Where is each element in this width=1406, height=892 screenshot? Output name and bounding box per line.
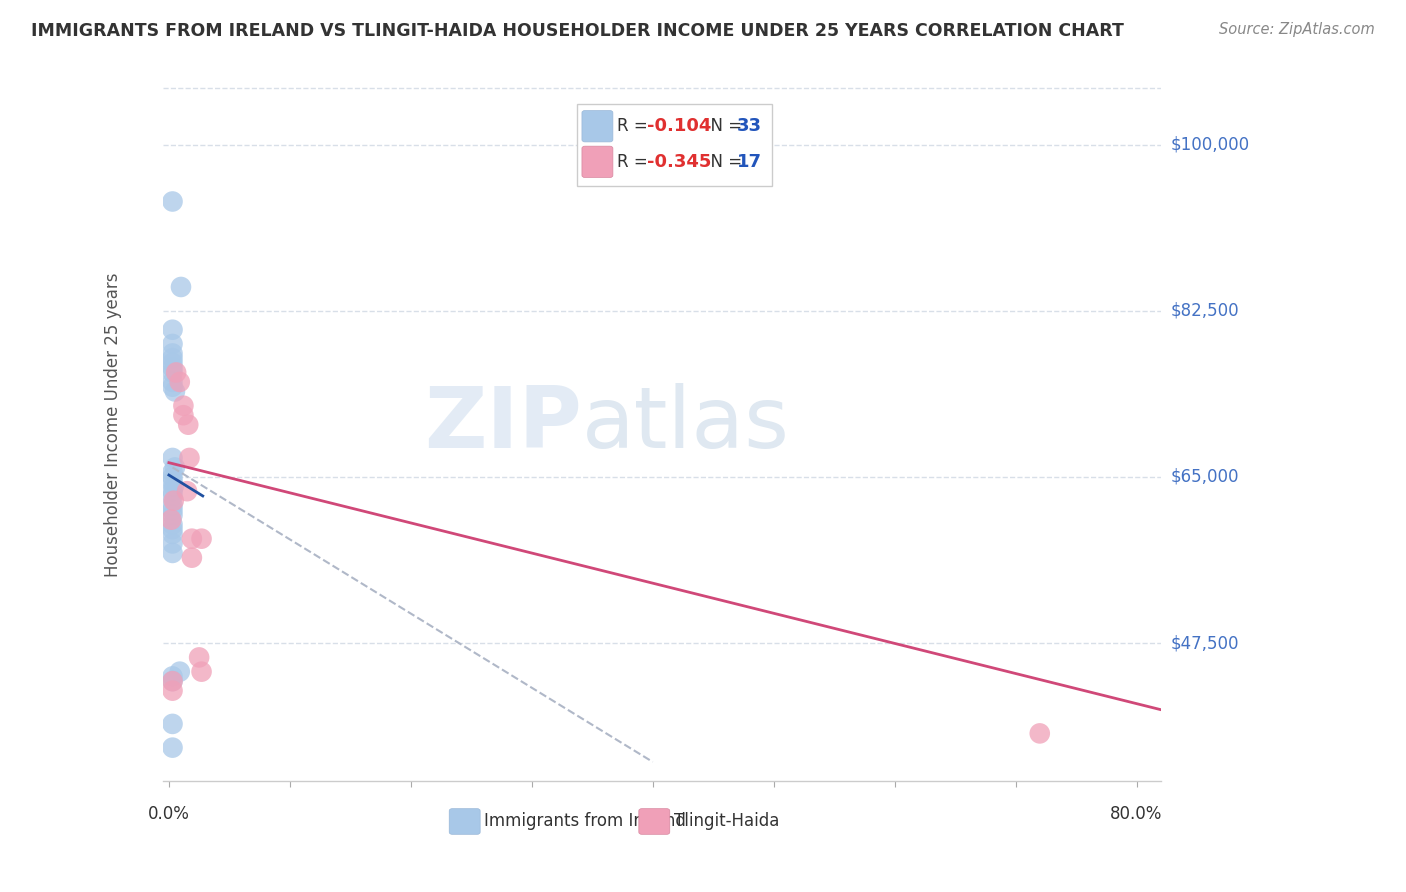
Point (162, 508, 184, 522)
Point (180, 532, 202, 546)
Point (162, 503, 184, 517)
Point (162, 740, 184, 755)
Point (162, 380, 184, 394)
Point (172, 408, 194, 422)
Point (162, 669, 184, 683)
Point (163, 460, 186, 475)
Point (1029, 726, 1052, 740)
Point (163, 384, 186, 399)
Point (162, 674, 184, 689)
Text: Source: ZipAtlas.com: Source: ZipAtlas.com (1219, 22, 1375, 37)
Point (162, 517, 184, 532)
Point (163, 493, 186, 508)
Text: IMMIGRANTS FROM IRELAND VS TLINGIT-HAIDA HOUSEHOLDER INCOME UNDER 25 YEARS CORRE: IMMIGRANTS FROM IRELAND VS TLINGIT-HAIDA… (31, 22, 1123, 40)
Point (160, 513, 183, 527)
Text: $47,500: $47,500 (1170, 634, 1239, 652)
Text: $82,500: $82,500 (1170, 301, 1239, 319)
Text: Tlingit-Haida: Tlingit-Haida (673, 813, 779, 830)
Point (162, 484, 184, 499)
FancyBboxPatch shape (450, 809, 481, 834)
Point (163, 479, 186, 493)
Text: $100,000: $100,000 (1170, 136, 1250, 153)
Point (179, 450, 201, 465)
Point (170, 280, 193, 294)
Point (180, 550, 202, 565)
Point (177, 417, 200, 432)
Text: 33: 33 (737, 117, 762, 136)
Point (172, 399, 194, 413)
Point (162, 356, 184, 370)
Point (162, 499, 184, 513)
Point (162, 346, 184, 360)
Point (162, 351, 184, 366)
Point (190, 665, 212, 679)
Point (162, 536, 184, 550)
Text: 0.0%: 0.0% (148, 805, 190, 822)
Point (162, 450, 184, 465)
Point (176, 484, 198, 499)
FancyBboxPatch shape (582, 146, 613, 178)
Text: atlas: atlas (582, 384, 790, 467)
Point (188, 650, 211, 665)
Text: -0.104: -0.104 (647, 117, 711, 136)
Point (162, 717, 184, 731)
Point (162, 475, 184, 489)
Point (162, 489, 184, 503)
Point (162, 470, 184, 484)
Text: Householder Income Under 25 years: Householder Income Under 25 years (104, 272, 122, 577)
Text: R =: R = (617, 153, 652, 171)
Point (162, 366, 184, 380)
FancyBboxPatch shape (582, 111, 613, 142)
FancyBboxPatch shape (576, 104, 772, 186)
Point (162, 546, 184, 560)
Text: Immigrants from Ireland: Immigrants from Ireland (484, 813, 686, 830)
Text: -0.345: -0.345 (647, 153, 711, 171)
Point (162, 337, 184, 351)
Text: N =: N = (700, 153, 747, 171)
Text: $65,000: $65,000 (1170, 468, 1239, 486)
Point (169, 665, 191, 679)
Point (165, 366, 187, 380)
Point (162, 674, 184, 689)
FancyBboxPatch shape (638, 809, 669, 834)
Text: 80.0%: 80.0% (1111, 805, 1163, 822)
Point (162, 683, 184, 698)
Text: N =: N = (700, 117, 747, 136)
Text: 17: 17 (737, 153, 762, 171)
Text: ZIP: ZIP (425, 384, 582, 467)
Point (162, 323, 184, 337)
Point (162, 194, 184, 209)
Point (162, 360, 184, 375)
Point (162, 522, 184, 536)
Text: R =: R = (617, 117, 652, 136)
Point (162, 465, 184, 479)
Point (162, 375, 184, 389)
Point (190, 532, 212, 546)
Point (169, 375, 191, 389)
Point (162, 527, 184, 541)
